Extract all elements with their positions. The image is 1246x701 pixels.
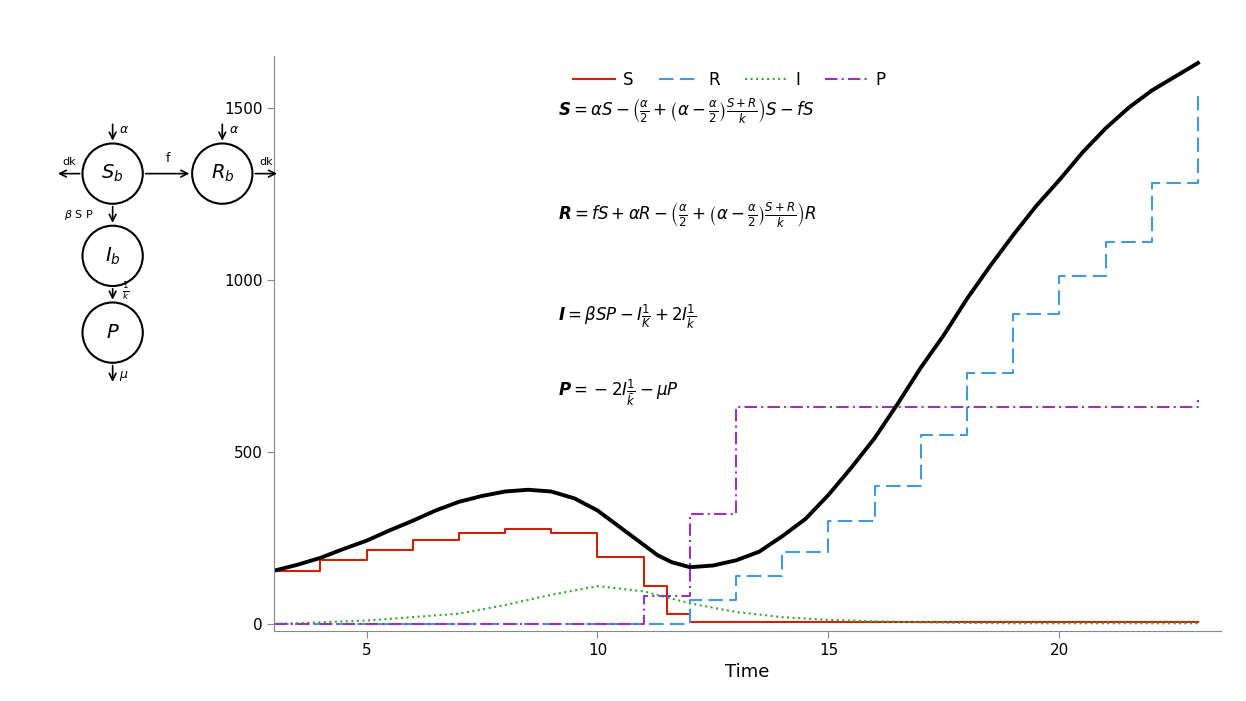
Text: $P$: $P$ xyxy=(106,323,120,342)
Text: $\boldsymbol{P} = -2I\frac{1}{\bar{k}} - \mu P$: $\boldsymbol{P} = -2I\frac{1}{\bar{k}} -… xyxy=(558,378,679,409)
X-axis label: Time: Time xyxy=(725,663,770,681)
Text: $S_b$: $S_b$ xyxy=(101,163,123,184)
Text: $\alpha$: $\alpha$ xyxy=(229,123,239,136)
Text: $\alpha$: $\alpha$ xyxy=(120,123,130,136)
Text: $\mu$: $\mu$ xyxy=(120,369,130,383)
Legend: S, R, I, P: S, R, I, P xyxy=(567,64,892,96)
Text: $R_b$: $R_b$ xyxy=(211,163,234,184)
Text: dk: dk xyxy=(62,157,76,167)
Text: $\frac{1}{k}$: $\frac{1}{k}$ xyxy=(122,280,130,303)
Text: $I_b$: $I_b$ xyxy=(105,245,121,266)
Text: $\boldsymbol{I} = \beta SP - I\frac{1}{K} + 2I\frac{1}{k}$: $\boldsymbol{I} = \beta SP - I\frac{1}{K… xyxy=(558,304,697,332)
Text: $\boldsymbol{R} = fS + \alpha R - \left(\frac{\alpha}{2} + \left(\alpha - \frac{: $\boldsymbol{R} = fS + \alpha R - \left(… xyxy=(558,200,816,229)
Text: f: f xyxy=(166,152,169,165)
Text: dk: dk xyxy=(259,157,273,167)
Text: $\beta$ S P: $\beta$ S P xyxy=(64,207,93,222)
Text: $\boldsymbol{S} = \alpha S - \left(\frac{\alpha}{2} + \left(\alpha - \frac{\alph: $\boldsymbol{S} = \alpha S - \left(\frac… xyxy=(558,96,815,125)
